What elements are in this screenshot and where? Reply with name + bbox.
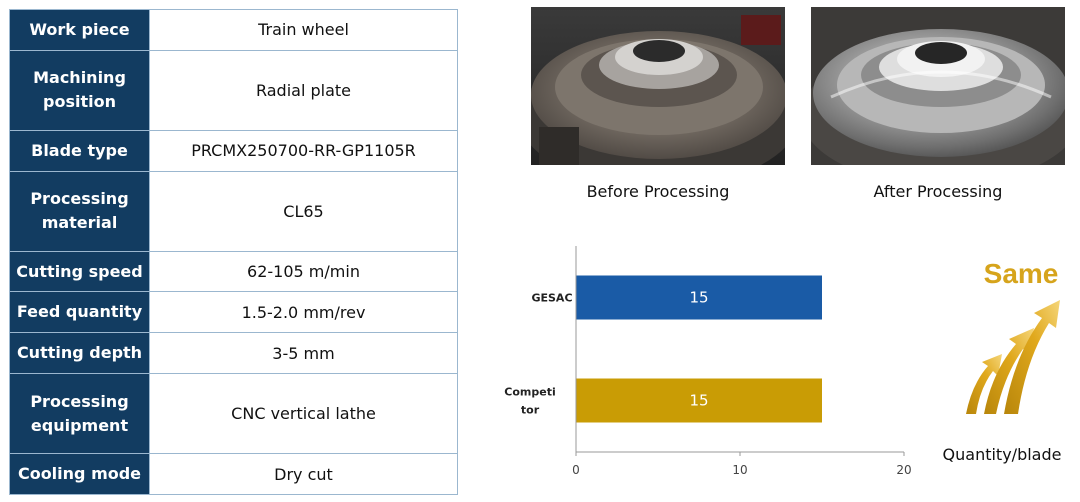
x-tick-label: 10 bbox=[732, 463, 747, 477]
after-processing-photo bbox=[811, 7, 1065, 165]
category-label: tor bbox=[521, 404, 540, 417]
spec-row-value: 62-105 m/min bbox=[149, 250, 458, 293]
rising-arrows-icon bbox=[966, 300, 1060, 414]
quantity-bar-chart: 15 GESAC 15 Competi tor 0 10 20 bbox=[504, 246, 912, 477]
bar-data-label: 15 bbox=[689, 392, 708, 410]
same-label: Same bbox=[983, 258, 1059, 289]
spec-row-label: Cutting speed bbox=[9, 250, 150, 293]
spec-row: Processing equipment CNC vertical lathe bbox=[9, 373, 458, 455]
spec-row: Cutting speed 62-105 m/min bbox=[9, 250, 458, 293]
bar bbox=[576, 378, 822, 423]
spec-row-value: CNC vertical lathe bbox=[149, 373, 458, 455]
spec-row: Processing material CL65 bbox=[9, 170, 458, 252]
spec-row-label: Cooling mode bbox=[9, 453, 150, 495]
spec-row-value: CL65 bbox=[149, 170, 458, 252]
spec-row-value: Train wheel bbox=[149, 9, 458, 51]
spec-row-label: Processing material bbox=[9, 170, 150, 252]
spec-row-label: Machining position bbox=[9, 49, 150, 131]
before-processing-photo bbox=[531, 7, 785, 165]
spec-table: Work piece Train wheel Machining position R… bbox=[9, 9, 458, 495]
category-label: GESAC bbox=[531, 292, 572, 305]
category-label: Competi bbox=[504, 386, 555, 399]
spec-row: Cooling mode Dry cut bbox=[9, 453, 458, 495]
bar-data-label: 15 bbox=[689, 289, 708, 307]
spec-row-label: Feed quantity bbox=[9, 291, 150, 334]
after-processing-caption: After Processing bbox=[873, 182, 1003, 201]
spec-row-label: Cutting depth bbox=[9, 332, 150, 375]
spec-row-value: Radial plate bbox=[149, 49, 458, 131]
x-tick-label: 0 bbox=[572, 463, 580, 477]
spec-row-label: Work piece bbox=[9, 9, 150, 51]
before-processing-caption: Before Processing bbox=[586, 182, 730, 201]
spec-row-label: Processing equipment bbox=[9, 373, 150, 455]
spec-row-value: Dry cut bbox=[149, 453, 458, 495]
spec-row: Feed quantity 1.5-2.0 mm/rev bbox=[9, 291, 458, 334]
quantity-per-blade-label: Quantity/blade bbox=[942, 445, 1062, 464]
spec-row-value: PRCMX250700-RR-GP1105R bbox=[149, 129, 458, 172]
spec-row: Cutting depth 3-5 mm bbox=[9, 332, 458, 375]
bar bbox=[576, 275, 822, 320]
spec-row-label: Blade type bbox=[9, 129, 150, 172]
x-tick-label: 20 bbox=[896, 463, 911, 477]
spec-row-value: 1.5-2.0 mm/rev bbox=[149, 291, 458, 334]
spec-row: Blade type PRCMX250700-RR-GP1105R bbox=[9, 129, 458, 172]
spec-row: Machining position Radial plate bbox=[9, 49, 458, 131]
spec-row: Work piece Train wheel bbox=[9, 9, 458, 51]
spec-row-value: 3-5 mm bbox=[149, 332, 458, 375]
